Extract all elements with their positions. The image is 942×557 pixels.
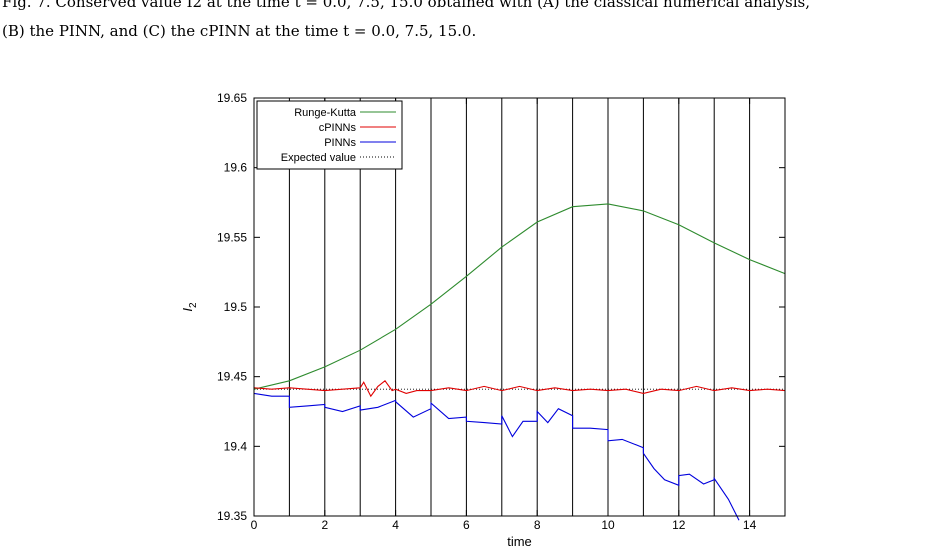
y-tick-label: 19.45 xyxy=(217,370,247,384)
x-axis-label: time xyxy=(507,534,532,549)
series-line-runge-kutta xyxy=(253,203,786,390)
legend-label: Expected value xyxy=(281,152,356,164)
caption-line-1: Fig. 7. Conserved value I2 at the time t… xyxy=(2,0,811,11)
x-tick-label: 8 xyxy=(534,518,541,532)
y-tick-label: 19.6 xyxy=(224,161,248,175)
series-line-cpinns xyxy=(253,380,786,398)
legend-label: Runge-Kutta xyxy=(294,107,357,119)
x-tick-label: 4 xyxy=(392,518,399,532)
y-axis: 19.35 19.4 19.45 19.5 19.55 19.6 19.65 xyxy=(217,91,785,523)
y-tick-label: 19.5 xyxy=(224,300,248,314)
caption-line-2: (B) the PINN, and (C) the cPINN at the t… xyxy=(2,22,477,40)
x-tick-label: 10 xyxy=(601,518,615,532)
series-layer xyxy=(253,203,786,521)
y-axis-label-text: I2 xyxy=(180,302,199,312)
y-tick-label: 19.35 xyxy=(217,509,247,523)
x-axis: 0 2 4 6 8 10 12 14 xyxy=(251,98,757,532)
y-tick-label: 19.65 xyxy=(217,91,247,105)
y-tick-label: 19.4 xyxy=(224,439,248,453)
x-tick-label: 0 xyxy=(251,518,258,532)
series-line-pinns xyxy=(253,392,740,521)
x-tick-label: 6 xyxy=(463,518,470,532)
x-tick-label: 14 xyxy=(743,518,757,532)
x-tick-label: 12 xyxy=(672,518,686,532)
legend: Runge-Kutta cPINNs PINNs Expected value xyxy=(256,100,403,170)
legend-label: PINNs xyxy=(324,137,356,149)
y-axis-label: I2 xyxy=(180,302,199,312)
y-tick-label: 19.55 xyxy=(217,230,247,244)
x-tick-label: 2 xyxy=(321,518,328,532)
legend-label: cPINNs xyxy=(319,122,357,134)
